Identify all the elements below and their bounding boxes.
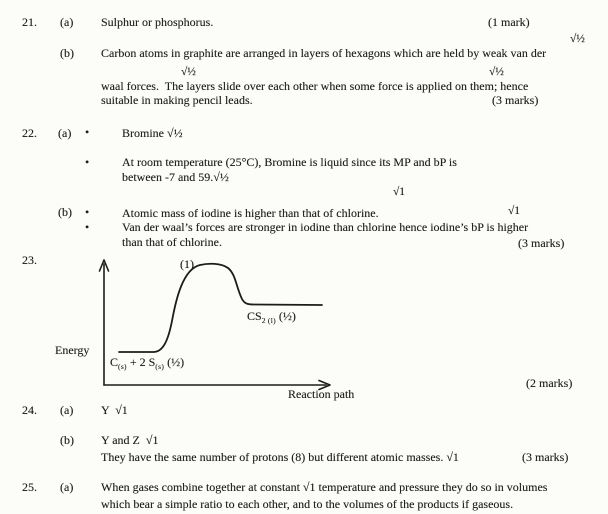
q22a-point2-line1: At room temperature (25°C), Bromine is l… [122,155,457,169]
energy-axis-arrowhead [98,259,110,272]
q23-reactants-label: C(s) + 2 S(s) (½) [110,355,184,371]
q23-number: 23. [22,253,37,267]
q22a-bullet-2: • [85,155,90,169]
q21a-label: (a) [60,15,74,29]
reactant2-subscript: (s) [155,362,165,371]
q22b-marks: (3 marks) [518,236,565,250]
q21b-line1: Carbon atoms in graphite are arranged in… [101,46,547,60]
q23-xaxis-label: Reaction path [288,387,355,401]
q24b-marks: (3 marks) [522,450,569,464]
q22b-check-mark-1: √1 [508,205,521,217]
q22a-bullet-1: • [85,125,90,139]
q22-number: 22. [22,126,37,140]
q25a-line2: which bear a simple ratio to each other,… [101,497,514,511]
q22b-label: (b) [58,205,72,219]
reactants-mark: (½) [164,355,185,369]
q21-number: 21. [22,15,37,29]
q22b-check-mark-float: √1 [393,186,406,198]
reaction-axis-arrowhead [318,379,331,391]
q24b-line2: They have the same number of protons (8)… [101,450,459,464]
q21b-line2: waal forces. The layers slide over each … [101,79,529,93]
q22b-point2-line1: Van der waal’s forces are stronger in io… [122,220,529,234]
q21b-check-mark-2: √½ [181,66,196,78]
q24b-label: (b) [60,433,74,447]
q21b-line3: suitable in making pencil leads. [101,93,253,107]
q23-product-label: CS2 (l) (½) [247,309,296,325]
q24a-label: (a) [60,403,74,417]
q24b-line1: Y and Z √1 [101,433,159,447]
product-subscript: 2 (l) [261,316,276,325]
q21b-check-mark-3: √½ [489,66,504,78]
q22b-point1: Atomic mass of iodine is higher than tha… [122,206,379,220]
q21b-marks: (3 marks) [492,93,539,107]
q24a-text: Y √1 [101,403,128,417]
q23-energy-diagram [98,259,331,391]
q25a-line1: When gases combine together at constant … [101,480,548,494]
q25-number: 25. [22,480,37,494]
q23-peak-label: (1) [180,257,194,271]
q21b-check-mark-1: √½ [570,33,585,45]
q21a-text: Sulphur or phosphorus. [101,15,214,29]
q21a-marks: (1 mark) [488,15,530,29]
q23-energy-axis-label: Energy [55,343,90,357]
q22b-point2-line2: than that of chlorine. [122,235,222,249]
energy-profile-curve [118,262,323,353]
q22b-bullet-2: • [85,220,90,234]
reactant1-subscript: (s) [118,362,127,371]
product-mark: (½) [275,309,296,323]
q22a-point2-line2: between -7 and 59.√½ [122,170,229,184]
q23-marks: (2 marks) [526,376,573,390]
q24-number: 24. [22,403,37,417]
q21b-label: (b) [60,46,74,60]
q22b-bullet-1: • [85,205,90,219]
reactant1-formula: C [110,355,119,369]
q25a-label: (a) [60,480,74,494]
q22a-label: (a) [58,126,72,140]
product-formula: CS [247,309,262,323]
reactant2-formula: + 2 S [126,355,156,369]
q22a-point1: Bromine √½ [122,126,183,140]
